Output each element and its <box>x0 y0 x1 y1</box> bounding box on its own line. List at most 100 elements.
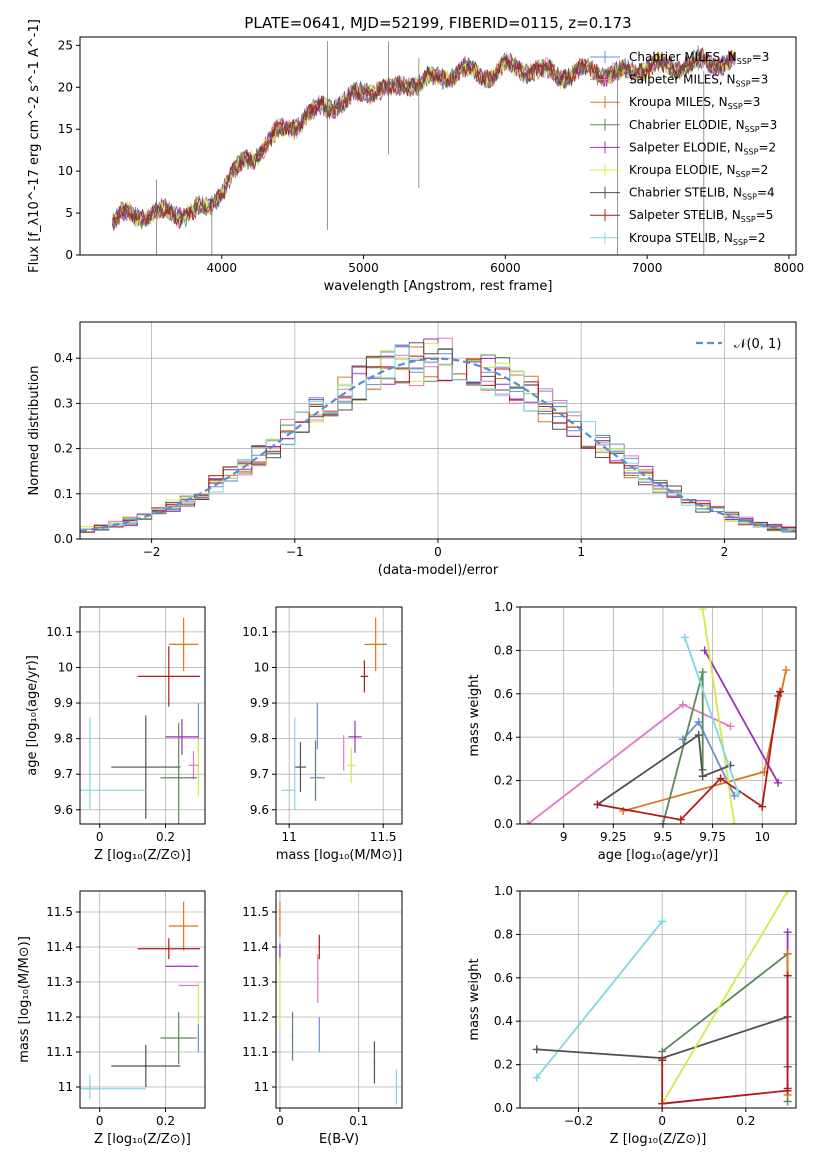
y-tick-label: 0.0 <box>494 1101 513 1115</box>
y-tick-label: 0.4 <box>54 351 73 365</box>
y-tick-label: 9.8 <box>250 732 269 746</box>
y-tick-label: 20 <box>58 80 73 94</box>
legend-label-tail: =3 <box>760 118 778 132</box>
y-tick-label: 11.4 <box>46 940 73 954</box>
plus-marker <box>698 772 707 781</box>
x-tick-label: −2 <box>143 545 161 559</box>
plus-marker <box>783 1084 792 1093</box>
legend-label: Salpeter MILES, NSSP=3 <box>629 73 768 89</box>
data-point <box>287 789 290 792</box>
legend-label-tail: =2 <box>758 140 776 154</box>
plus-marker <box>700 646 709 655</box>
plus-marker <box>698 607 707 614</box>
data-point <box>197 1016 200 1018</box>
plus-marker <box>726 722 735 731</box>
data-point <box>279 991 281 994</box>
plus-marker <box>782 665 791 674</box>
y-tick-label: 1.0 <box>494 884 513 898</box>
legend-label-tail: =3 <box>743 95 761 109</box>
x-tick-label: 10 <box>755 830 770 844</box>
plus-marker <box>776 687 785 696</box>
y-tick-label: 10 <box>58 164 73 178</box>
axes-frame <box>275 606 403 825</box>
data-point <box>373 1061 376 1064</box>
normal-curve <box>80 357 796 533</box>
x-axis-label: E(B-V) <box>319 1132 359 1147</box>
y-tick-label: 10 <box>58 660 73 674</box>
y-tick-label: 0 <box>65 248 73 262</box>
y-tick-label: 9.8 <box>54 732 73 746</box>
mass-weight-line-salpeter-stelib <box>597 691 781 821</box>
y-tick-label: 10.1 <box>46 625 73 639</box>
data-point <box>294 762 296 765</box>
y-tick-label: 5 <box>65 206 73 220</box>
y-axis-label: mass [log₁₀(M/M⊙)] <box>17 936 32 1063</box>
panel-mass_vs_EBV: 0 0.1 11 11.1 11.2 11.3 11.4 11.5 E(B-V) <box>242 890 403 1147</box>
mass-weight-line-kroupa-elodie <box>661 891 789 1105</box>
spectrum-line-salpeter-stelib <box>112 46 736 229</box>
x-tick-label: 9.75 <box>699 830 726 844</box>
legend-label-sub: SSP <box>743 147 758 156</box>
y-tick-label: 11.5 <box>242 905 269 919</box>
legend-label-tail: =3 <box>751 73 769 87</box>
x-tick-label: 11 <box>282 830 297 844</box>
plus-marker <box>698 668 707 677</box>
data-point <box>89 762 91 765</box>
data-point <box>177 776 180 779</box>
y-tick-label: 25 <box>58 38 73 52</box>
panel-mass_weight_vs_Z: −0.2 0 0.2 0.0 0.2 0.4 0.6 0.8 1.0 Z [log₁₀(Z/Z⊙)… <box>467 884 797 1147</box>
data-point <box>316 725 319 727</box>
y-tick-label: 0.6 <box>494 971 513 985</box>
y-tick-label: 0.2 <box>494 774 513 788</box>
plot-area <box>80 901 201 1100</box>
x-axis-label: Z [log₁₀(Z/Z⊙)] <box>610 1132 707 1147</box>
y-tick-label: 9.7 <box>250 767 269 781</box>
y-tick-label: 0.1 <box>54 487 73 501</box>
x-axis-label: mass [log₁₀(M/M⊙)] <box>276 848 403 863</box>
y-tick-label: 9.6 <box>250 803 269 817</box>
y-tick-label: 0.4 <box>494 1014 513 1028</box>
y-axis-label: mass weight <box>467 958 482 1040</box>
plus-marker <box>532 1045 541 1054</box>
mass-weight-line-kroupa-miles <box>623 669 787 812</box>
data-point <box>318 1033 321 1036</box>
data-point <box>192 764 195 767</box>
plus-marker <box>758 802 767 811</box>
data-point <box>182 643 185 646</box>
y-tick-label: 9.6 <box>54 803 73 817</box>
x-tick-label: 0 <box>276 1114 284 1128</box>
x-tick-label: 1 <box>577 545 585 559</box>
plot-area <box>279 901 398 1105</box>
plus-marker <box>774 691 783 700</box>
x-tick-label: 0 <box>434 545 442 559</box>
plus-marker <box>658 1056 667 1065</box>
axes-frame <box>79 36 797 256</box>
x-axis-label: Z [log₁₀(Z/Z⊙)] <box>94 1132 191 1147</box>
data-point <box>168 947 170 950</box>
legend-label: Chabrier MILES, NSSP=3 <box>629 50 769 66</box>
spectrum-line-kroupa-elodie <box>112 49 736 227</box>
y-tick-label: 11.3 <box>242 975 269 989</box>
axes-frame <box>79 606 206 825</box>
data-point <box>291 1035 294 1038</box>
y-axis-label: age [log₁₀(age/yr)] <box>25 655 40 776</box>
data-point <box>197 766 200 768</box>
x-axis-label: age [log₁₀(age/yr)] <box>598 848 719 863</box>
y-tick-label: 1.0 <box>494 600 513 614</box>
panel-residuals: −2 −1 0 1 2 0.0 0.1 0.2 0.3 0.4 (data-model)/error… <box>27 321 797 578</box>
x-tick-label: 0.2 <box>736 1114 755 1128</box>
mass-weight-line-chabrier-elodie <box>662 671 704 824</box>
spectrum-line-chabrier-stelib <box>112 48 736 230</box>
x-axis-label: Z [log₁₀(Z/Z⊙)] <box>94 848 191 863</box>
y-tick-label: 11.3 <box>46 975 73 989</box>
y-tick-label: 9.7 <box>54 767 73 781</box>
data-point <box>144 1065 147 1067</box>
plus-marker <box>783 928 792 937</box>
plus-marker <box>716 774 725 783</box>
mass-weight-line-chabrier-stelib <box>596 733 731 806</box>
y-tick-label: 0.3 <box>54 396 73 410</box>
plus-marker <box>658 1099 667 1108</box>
plus-marker <box>783 949 792 958</box>
y-tick-label: 9.9 <box>250 696 269 710</box>
